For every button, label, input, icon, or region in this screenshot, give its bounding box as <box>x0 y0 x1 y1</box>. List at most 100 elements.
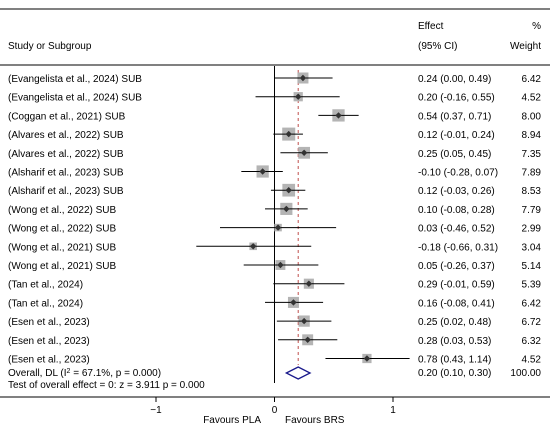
study-ci-text: 0.12 (-0.01, 0.24) <box>418 130 495 141</box>
study-weight-text: 7.89 <box>522 168 542 179</box>
plot-area <box>196 66 410 383</box>
study-weight-text: 2.99 <box>522 224 542 235</box>
study-weight-text: 6.42 <box>522 74 542 85</box>
study-ci-text: 0.28 (0.03, 0.53) <box>418 336 491 347</box>
study-ci-text: 0.12 (-0.03, 0.26) <box>418 186 495 197</box>
study-weight-text: 4.52 <box>522 93 542 104</box>
study-row: (Wong et al., 2021) SUB -0.18 (-0.66, 0.3… <box>8 242 541 253</box>
study-point-marker <box>299 74 307 82</box>
study-label: (Alvares et al., 2022) SUB <box>8 130 124 141</box>
study-label: (Esen et al., 2023) <box>8 336 90 347</box>
study-row: (Alvares et al., 2022) SUB 0.25 (0.05, 0.… <box>8 149 541 160</box>
study-point-marker <box>300 149 308 156</box>
overall-label-prefix: Overall, DL (I <box>8 368 67 379</box>
study-label: (Tan et al., 2024) <box>8 280 83 291</box>
study-weight-text: 6.72 <box>522 317 542 328</box>
study-point-marker <box>290 299 297 306</box>
overall-diamond <box>284 366 312 380</box>
study-point-marker <box>335 112 342 119</box>
study-row: (Alvares et al., 2022) SUB 0.12 (-0.01, 0… <box>8 130 541 141</box>
overall-ci-text: 0.20 (0.10, 0.30) <box>418 368 491 379</box>
study-ci-text: 0.20 (-0.16, 0.55) <box>418 93 495 104</box>
study-ci-text: 0.24 (0.00, 0.49) <box>418 74 491 85</box>
study-row: (Coggan et al., 2021) SUB 0.54 (0.37, 0.7… <box>8 111 541 122</box>
study-point-marker <box>304 336 311 343</box>
study-weight-text: 7.79 <box>522 205 542 216</box>
overall-row: Overall, DL (I2 = 67.1%, p = 0.000) 0.20… <box>8 368 541 392</box>
study-label: (Evangelista et al., 2024) SUB <box>8 74 142 85</box>
study-rows: (Evangelista et al., 2024) SUB 0.24 (0.00… <box>8 74 541 366</box>
study-label: (Esen et al., 2023) <box>8 317 90 328</box>
study-weight-text: 6.42 <box>522 298 542 309</box>
study-weight-text: 5.14 <box>522 261 542 272</box>
study-ci-text: 0.29 (-0.01, 0.59) <box>418 280 495 291</box>
study-weight-text: 3.04 <box>522 242 542 253</box>
study-weight-text: 6.32 <box>522 336 542 347</box>
overall-weight-text: 100.00 <box>510 368 541 379</box>
study-point-marker <box>274 224 282 231</box>
study-label: (Wong et al., 2021) SUB <box>8 261 117 272</box>
header-study: Study or Subgroup <box>8 41 92 52</box>
x-tick-label: 0 <box>272 405 278 416</box>
study-row: (Alsharif et al., 2023) SUB -0.10 (-0.28,… <box>8 168 541 179</box>
axis-left-label: Favours PLA <box>203 415 261 426</box>
study-row: (Wong et al., 2021) SUB 0.05 (-0.26, 0.37… <box>8 261 541 272</box>
study-label: (Wong et al., 2022) SUB <box>8 205 117 216</box>
study-row: (Wong et al., 2022) SUB 0.03 (-0.46, 0.52… <box>8 224 541 235</box>
study-label: (Evangelista et al., 2024) SUB <box>8 93 142 104</box>
study-ci-text: 0.03 (-0.46, 0.52) <box>418 224 495 235</box>
study-point-marker <box>363 355 371 362</box>
study-weight-text: 5.39 <box>522 280 542 291</box>
study-label: (Tan et al., 2024) <box>8 298 83 309</box>
study-ci-text: 0.05 (-0.26, 0.37) <box>418 261 495 272</box>
overall-label: Overall, DL (I2 = 67.1%, p = 0.000) <box>8 368 161 380</box>
study-point-marker <box>295 93 302 100</box>
study-weight-text: 8.00 <box>522 111 542 122</box>
study-row: (Esen et al., 2023) 0.25 (0.02, 0.48) 6.72 <box>8 317 541 328</box>
study-point-marker <box>277 261 284 269</box>
study-label: (Alsharif et al., 2023) SUB <box>8 168 124 179</box>
study-row: (Tan et al., 2024) 0.29 (-0.01, 0.59) 5.39 <box>8 280 541 291</box>
study-row: (Evangelista et al., 2024) SUB 0.20 (-0.1… <box>8 93 541 104</box>
study-row: (Wong et al., 2022) SUB 0.10 (-0.08, 0.28… <box>8 205 541 216</box>
x-tick-label: −1 <box>150 405 162 416</box>
study-ci-text: -0.18 (-0.66, 0.31) <box>418 242 498 253</box>
axis-right-label: Favours BRS <box>285 415 345 426</box>
test-overall-text: Test of overall effect = 0: z = 3.911 p … <box>8 380 205 391</box>
study-label: (Alsharif et al., 2023) SUB <box>8 186 124 197</box>
study-ci-text: 0.78 (0.43, 1.14) <box>418 355 491 366</box>
study-ci-text: 0.25 (0.02, 0.48) <box>418 317 491 328</box>
study-row: (Esen et al., 2023) 0.28 (0.03, 0.53) 6.32 <box>8 336 541 347</box>
study-row: (Tan et al., 2024) 0.16 (-0.08, 0.41) 6.42 <box>8 298 541 309</box>
study-point-marker <box>283 205 290 213</box>
x-axis: −1 0 1 <box>150 397 396 416</box>
study-ci-text: 0.54 (0.37, 0.71) <box>418 111 491 122</box>
study-weight-text: 8.53 <box>522 186 542 197</box>
study-ci-text: 0.25 (0.05, 0.45) <box>418 149 491 160</box>
study-weight-text: 4.52 <box>522 355 542 366</box>
study-ci-text: 0.16 (-0.08, 0.41) <box>418 298 495 309</box>
study-weight-text: 7.35 <box>522 149 542 160</box>
study-label: (Wong et al., 2022) SUB <box>8 224 117 235</box>
study-point-marker <box>249 243 257 250</box>
study-label: (Coggan et al., 2021) SUB <box>8 111 126 122</box>
study-point-marker <box>259 168 266 175</box>
overall-label-sup: 2 <box>67 368 71 375</box>
x-tick-label: 1 <box>390 405 396 416</box>
overall-label-suffix: = 67.1%, p = 0.000) <box>70 368 161 379</box>
study-label: (Wong et al., 2021) SUB <box>8 242 117 253</box>
study-point-marker <box>305 280 313 287</box>
study-row: (Evangelista et al., 2024) SUB 0.24 (0.00… <box>8 74 541 85</box>
study-point-marker <box>285 187 292 194</box>
study-label: (Esen et al., 2023) <box>8 355 90 366</box>
study-row: (Alsharif et al., 2023) SUB 0.12 (-0.03, … <box>8 186 541 197</box>
study-ci-text: -0.10 (-0.28, 0.07) <box>418 168 498 179</box>
study-weight-text: 8.94 <box>522 130 542 141</box>
header-ci: (95% CI) <box>418 41 457 52</box>
study-ci-text: 0.10 (-0.08, 0.28) <box>418 205 495 216</box>
study-row: (Esen et al., 2023) 0.78 (0.43, 1.14) 4.52 <box>8 355 541 366</box>
header-weight: Weight <box>510 41 541 52</box>
header-weight-symbol: % <box>532 21 541 32</box>
header-effect: Effect <box>418 21 444 32</box>
